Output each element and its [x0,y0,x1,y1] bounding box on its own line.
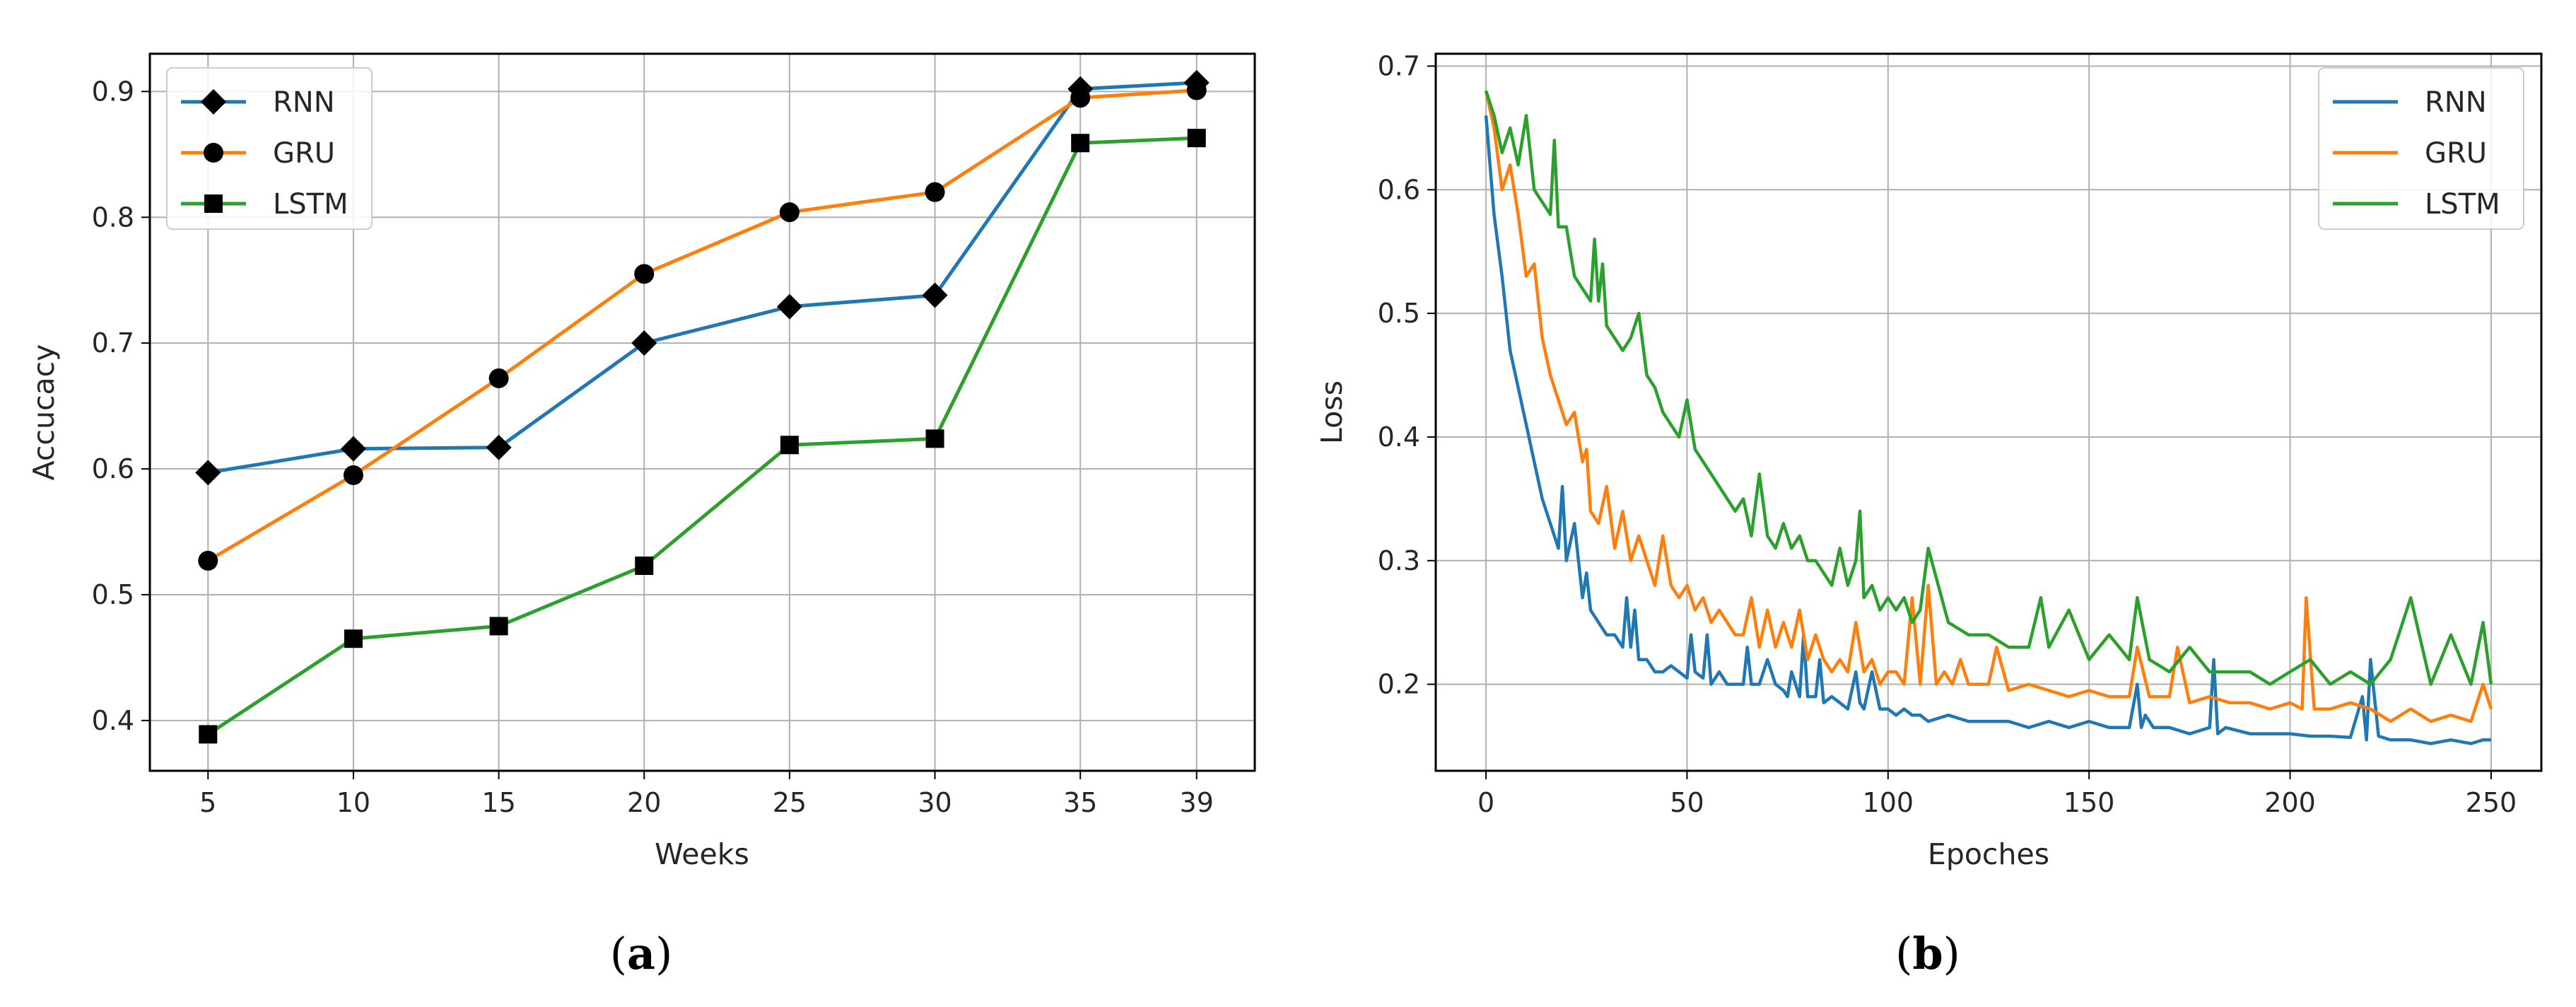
chart-b: 0 50 100 150 200 250 0.2 0.3 0.4 0.5 0.6 0.7 Epoche… [1315,50,2543,871]
chart-b-xtick-label: 50 [1670,787,1704,818]
chart-b-xtick-label: 200 [2264,787,2316,818]
chart-b-legend-box [2318,67,2524,230]
chart-a-legend-label-gru: GRU [273,137,335,170]
caption-a: (a) [610,928,673,979]
chart-a-legend-label-lstm: LSTM [273,188,349,221]
chart-a-series-rnn-point [486,434,512,460]
caption-a-letter: a [627,928,655,979]
chart-b-series-rnn-line [1484,115,2491,745]
chart-a-series-rnn-point [631,330,657,356]
caption-b-open: ( [1895,928,1912,979]
chart-b-legend: RNN GRU LSTM [2318,67,2524,230]
chart-a-series [195,69,1210,744]
chart-a-series-gru-line [207,88,1197,563]
chart-a-series-gru-point [343,465,363,485]
chart-a: 5 10 15 20 25 30 35 390.40.50.60.70.80.9 Weeks … [27,52,1256,871]
chart-a-series-lstm-point [489,617,508,636]
chart-a-series-gru-point [1186,80,1207,100]
chart-a-series-lstm-point [780,436,799,455]
chart-b-frame [1434,52,2543,772]
chart-a-legend-marker-gru [204,143,223,163]
chart-b-series-lstm-line [1484,90,2493,686]
chart-b-ticks: 0 50 100 150 200 250 0.2 0.3 0.4 0.5 0.6 0.7 [1378,50,2517,818]
chart-a-series-rnn-point [922,282,948,308]
chart-b-legend-label-rnn: RNN [2425,86,2487,119]
chart-a-series-lstm-point [1187,129,1206,148]
chart-a-series-lstm-point [1071,134,1090,153]
chart-a-series-lstm-point [925,429,944,448]
chart-b-ytick-label: 0.5 [1378,298,1420,329]
chart-a-legend-marker-lstm [204,194,223,213]
chart-a-series-gru-point [779,202,800,223]
chart-a-ylabel: Accucacy [27,344,61,481]
chart-b-legend-label-gru: GRU [2425,137,2487,170]
chart-a-series-rnn-point [195,460,221,486]
chart-a-ytick-label: 0.5 [92,579,134,610]
chart-a-series-gru-point [488,368,509,388]
chart-a-legend-label-rnn: RNN [273,86,335,119]
chart-b-xtick-label: 150 [2063,787,2115,818]
chart-b-series [1484,90,2493,745]
caption-a-close: ) [655,928,672,979]
chart-a-ytick-label: 0.9 [92,76,134,107]
chart-b-series-gru-line [1484,90,2493,723]
caption-b: (b) [1895,928,1960,979]
chart-a-series-lstm-point [635,557,654,576]
caption-b-close: ) [1943,928,1960,979]
chart-b-ytick-label: 0.3 [1378,545,1420,576]
chart-a-ticks: 5 10 15 20 25 30 35 39 0.4 0.5 0.6 0.7 0.8 0.9 [92,76,1214,818]
chart-a-series-lstm-line [206,136,1197,736]
chart-a-ytick-label: 0.4 [92,705,134,736]
chart-a-series-rnn-point [340,436,366,462]
caption-a-open: ( [610,928,627,979]
chart-b-legend-label-lstm: LSTM [2425,188,2500,221]
chart-a-series-gru-point [1070,88,1091,108]
chart-a-series-gru-point [198,550,218,571]
chart-a-legend: RNN GRU LSTM [166,67,373,230]
chart-a-frame [148,52,1256,772]
chart-a-series-lstm-point [344,629,363,648]
chart-a-xtick-label: 20 [627,787,661,818]
chart-b-xlabel: Epoches [1928,837,2049,871]
chart-a-xtick-label: 39 [1180,787,1214,818]
chart-a-xtick-label: 35 [1063,787,1097,818]
chart-a-xtick-label: 25 [773,787,807,818]
chart-a-ytick-label: 0.8 [92,202,134,233]
chart-b-ytick-label: 0.4 [1378,421,1420,453]
chart-a-xlabel: Weeks [655,837,749,871]
chart-a-series-lstm-point [199,725,218,744]
chart-a-ytick-label: 0.7 [92,327,134,359]
chart-b-ytick-label: 0.6 [1378,174,1420,205]
chart-b-xtick-label: 250 [2466,787,2517,818]
chart-a-series-rnn-point [776,293,802,320]
chart-b-ytick-label: 0.2 [1378,669,1420,700]
chart-b-ylabel: Loss [1315,380,1349,444]
chart-b-xtick-label: 0 [1477,787,1494,818]
chart-a-xtick-label: 10 [336,787,370,818]
chart-a-series-gru-point [925,182,945,202]
chart-a-series-rnn-line [207,81,1197,475]
chart-a-legend-marker-rnn [201,89,226,115]
chart-a-xtick-label: 15 [481,787,515,818]
chart-a-xtick-label: 5 [199,787,216,818]
chart-b-ytick-label: 0.7 [1378,50,1420,81]
chart-b-xtick-label: 100 [1863,787,1914,818]
caption-b-letter: b [1912,928,1943,979]
chart-a-xtick-label: 30 [918,787,952,818]
chart-a-series-gru-point [634,264,655,284]
chart-a-ytick-label: 0.6 [92,453,134,484]
